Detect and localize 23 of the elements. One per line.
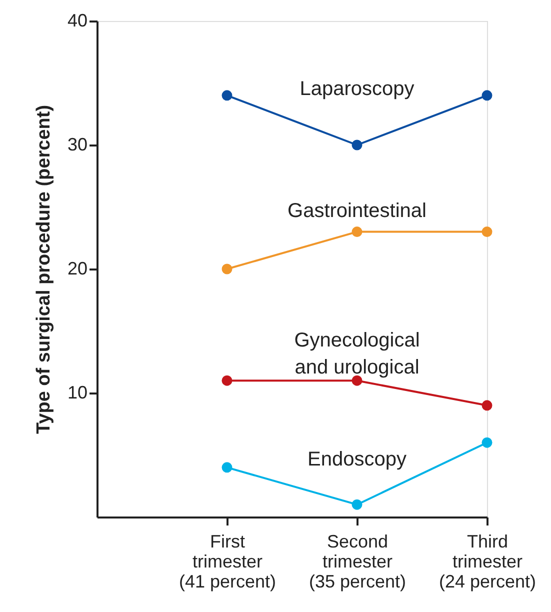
x-tick-label: First trimester (41 percent) xyxy=(178,532,276,592)
point xyxy=(222,264,232,274)
x-tick-label: Third trimester (24 percent) xyxy=(438,532,536,592)
point xyxy=(222,90,232,101)
point xyxy=(352,499,362,510)
point xyxy=(222,375,232,386)
point xyxy=(222,462,232,473)
point xyxy=(482,400,492,411)
series-label: Endoscopy xyxy=(308,448,406,471)
point xyxy=(482,90,492,101)
series-label: Gynecological and urological xyxy=(294,330,420,379)
series-label: Laparoscopy xyxy=(300,78,414,100)
point xyxy=(482,226,492,238)
point xyxy=(352,140,362,150)
y-axis-title: Type of surgical procedure (percent) xyxy=(33,104,54,434)
x-tick-label: Second trimester (35 percent) xyxy=(308,532,406,592)
y-tick-label: 40 xyxy=(67,10,88,30)
series-label: Gastrointestinal xyxy=(288,200,426,222)
y-tick-label: 20 xyxy=(67,258,88,278)
point xyxy=(352,226,362,238)
y-tick-label: 10 xyxy=(67,382,88,402)
point xyxy=(482,437,492,448)
y-tick-label: 30 xyxy=(67,134,88,154)
